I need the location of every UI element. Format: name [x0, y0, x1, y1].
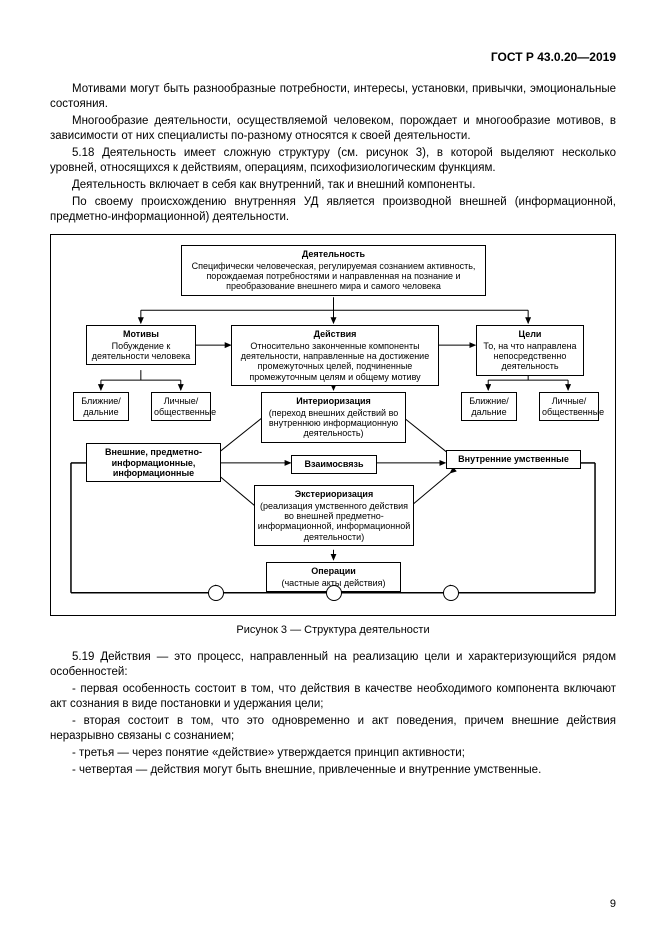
page-number: 9	[610, 898, 616, 910]
node-near-far-left: Ближние/ дальние	[73, 392, 129, 421]
para-3: 5.18 Деятельность имеет сложную структур…	[50, 146, 616, 176]
node-external: Внешние, предметно-информационные, инфор…	[86, 443, 221, 482]
node-near-far-right: Ближние/ дальние	[461, 392, 517, 421]
circle-1	[208, 585, 224, 601]
circle-3	[443, 585, 459, 601]
para-9: - третья — через понятие «действие» утве…	[50, 746, 616, 761]
node-interiorization: Интериоризация (переход внешних действий…	[261, 392, 406, 442]
node-relation: Взаимосвязь	[291, 455, 377, 473]
node-activity: Деятельность Специфически человеческая, …	[181, 245, 486, 295]
circle-2	[326, 585, 342, 601]
para-1: Мотивами могут быть разнообразные потреб…	[50, 82, 616, 112]
para-10: - четвертая — действия могут быть внешни…	[50, 763, 616, 778]
node-exteriorization: Экстериоризация (реализация умственного …	[254, 485, 414, 546]
node-actions: Действия Относительно законченные компон…	[231, 325, 439, 386]
doc-code: ГОСТ Р 43.0.20—2019	[50, 50, 616, 64]
node-personal-right: Личные/ общественные	[539, 392, 599, 421]
node-internal: Внутренние умственные	[446, 450, 581, 468]
figure-diagram: Деятельность Специфически человеческая, …	[50, 234, 616, 616]
para-5: По своему происхождению внутренняя УД яв…	[50, 195, 616, 225]
para-4: Деятельность включает в себя как внутрен…	[50, 178, 616, 193]
para-8: - вторая состоит в том, что это одноврем…	[50, 714, 616, 744]
node-motives: Мотивы Побуждение к деятельности человек…	[86, 325, 196, 365]
node-personal-left: Личные/ общественные	[151, 392, 211, 421]
para-6: 5.19 Действия — это процесс, направленны…	[50, 650, 616, 680]
para-2: Многообразие деятельности, осуществляемо…	[50, 114, 616, 144]
node-goals: Цели То, на что направлена непосредствен…	[476, 325, 584, 375]
para-7: - первая особенность состоит в том, что …	[50, 682, 616, 712]
figure-caption: Рисунок 3 — Структура деятельности	[50, 624, 616, 636]
